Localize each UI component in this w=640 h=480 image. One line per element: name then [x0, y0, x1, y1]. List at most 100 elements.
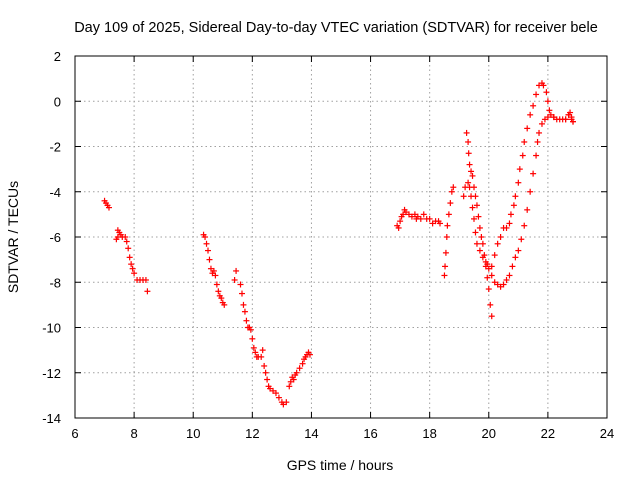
- data-point: [249, 335, 256, 342]
- data-point: [445, 211, 452, 218]
- data-point: [442, 263, 449, 270]
- data-point: [212, 272, 219, 279]
- data-point: [460, 193, 467, 200]
- data-point: [123, 238, 130, 245]
- data-point: [478, 234, 485, 240]
- y-axis-ticks: 2 0 -2 -4 -6 -8 -10 -12 -14: [42, 49, 607, 426]
- data-point: [530, 170, 537, 177]
- data-point: [553, 116, 560, 123]
- data-point: [129, 265, 136, 272]
- chart-title: Day 109 of 2025, Sidereal Day-to-day VTE…: [74, 20, 598, 36]
- data-point: [122, 234, 129, 240]
- data-point: [500, 281, 507, 288]
- x-tick-label: 16: [363, 426, 377, 441]
- data-point: [395, 224, 402, 231]
- data-point: [510, 202, 517, 209]
- data-point: [114, 234, 121, 240]
- x-tick-label: 22: [541, 426, 555, 441]
- data-point: [546, 107, 553, 114]
- data-point: [515, 179, 522, 186]
- y-tick-label: -10: [42, 321, 61, 336]
- data-point: [221, 301, 228, 308]
- data-point: [536, 129, 543, 136]
- data-point: [533, 152, 540, 159]
- data-point: [125, 245, 132, 252]
- data-point: [252, 349, 259, 356]
- data-point: [516, 166, 523, 173]
- data-point: [568, 114, 575, 121]
- data-point: [272, 390, 279, 397]
- data-point: [437, 220, 444, 227]
- data-point: [538, 120, 545, 127]
- data-point: [484, 274, 491, 281]
- data-point: [448, 188, 455, 195]
- data-marks: [101, 80, 577, 408]
- data-point: [515, 247, 522, 254]
- data-point: [503, 224, 510, 231]
- data-point: [463, 129, 470, 136]
- data-point: [237, 281, 244, 288]
- data-point: [444, 222, 451, 229]
- data-point: [206, 256, 213, 263]
- x-tick-label: 12: [245, 426, 259, 441]
- data-point: [293, 369, 300, 376]
- data-point: [488, 272, 495, 279]
- data-point: [465, 138, 472, 145]
- data-point: [534, 138, 541, 145]
- data-point: [296, 365, 303, 372]
- x-tick-label: 24: [600, 426, 614, 441]
- data-point: [570, 118, 577, 125]
- data-point: [512, 254, 519, 261]
- data-point: [441, 272, 448, 279]
- data-point: [238, 290, 245, 297]
- data-point: [512, 193, 519, 200]
- data-point: [258, 353, 265, 360]
- data-point: [243, 317, 250, 324]
- y-tick-label: -14: [42, 411, 61, 426]
- y-tick-label: -8: [49, 275, 61, 290]
- data-point: [519, 152, 526, 159]
- x-tick-label: 18: [422, 426, 436, 441]
- data-point: [247, 326, 254, 333]
- data-point: [426, 215, 433, 222]
- grid-lines: [75, 56, 607, 418]
- data-point: [261, 362, 268, 369]
- data-point: [468, 168, 475, 175]
- data-point: [447, 200, 454, 207]
- data-point: [533, 91, 540, 98]
- data-point: [484, 261, 491, 268]
- data-point: [473, 202, 480, 209]
- data-point: [218, 295, 225, 302]
- data-point: [521, 222, 528, 229]
- x-tick-label: 10: [186, 426, 200, 441]
- data-point: [497, 234, 504, 240]
- x-tick-label: 8: [130, 426, 137, 441]
- data-point: [469, 204, 476, 211]
- data-point: [241, 308, 248, 315]
- data-point: [475, 213, 482, 220]
- data-point: [231, 276, 238, 283]
- data-point: [487, 301, 494, 308]
- data-point: [397, 218, 404, 225]
- data-point: [524, 125, 531, 132]
- x-tick-label: 14: [304, 426, 318, 441]
- data-point: [562, 116, 569, 123]
- data-point: [203, 240, 210, 247]
- x-axis-label: GPS time / hours: [287, 457, 394, 473]
- data-point: [131, 270, 138, 277]
- data-point: [275, 394, 282, 401]
- data-point: [213, 281, 220, 288]
- data-point: [466, 184, 473, 191]
- data-point: [215, 288, 222, 295]
- data-point: [142, 276, 149, 283]
- data-point: [472, 229, 479, 236]
- data-point: [450, 184, 457, 191]
- data-point: [286, 383, 293, 390]
- data-point: [264, 376, 271, 383]
- data-point: [471, 215, 477, 222]
- data-point: [506, 272, 513, 279]
- data-point: [240, 301, 247, 308]
- data-point: [473, 240, 480, 247]
- data-point: [442, 249, 449, 256]
